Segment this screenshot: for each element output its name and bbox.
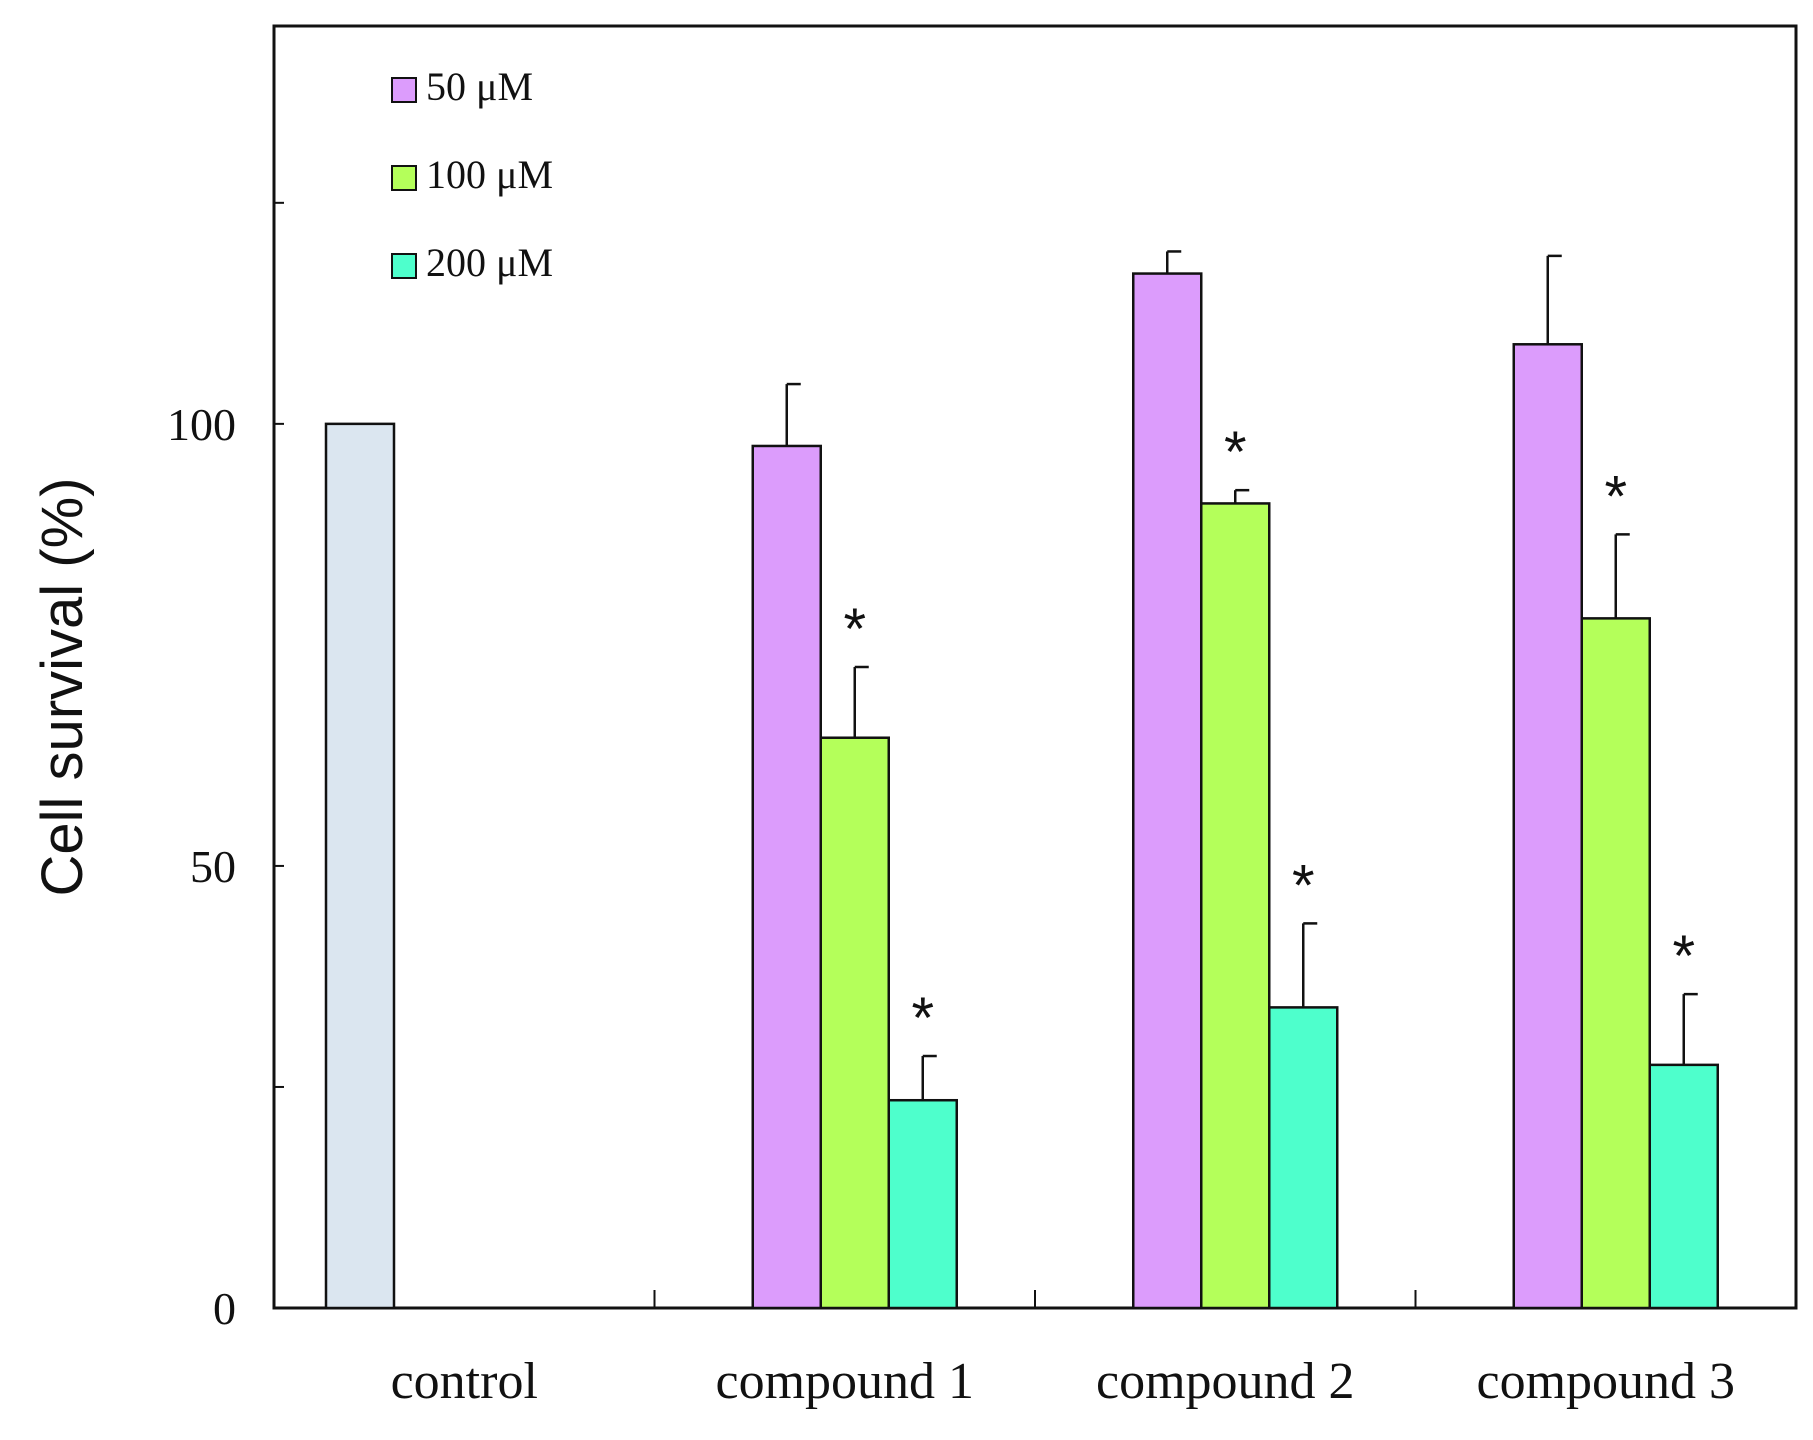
y-axis-label: Cell survival (%) [30, 478, 95, 897]
y-tick-label: 0 [213, 1283, 236, 1334]
x-category-label: compound 1 [715, 1353, 974, 1410]
legend-swatch [391, 253, 417, 279]
y-axis: 0 50 100 [167, 201, 284, 1334]
bar-50μM-compound-3 [1512, 343, 1583, 1310]
significance-star: * [1224, 420, 1247, 485]
y-tick-label: 50 [190, 841, 236, 892]
legend-swatch [391, 77, 417, 103]
significance-star: * [911, 986, 934, 1051]
bar-50μM-compound-2 [1132, 272, 1203, 1310]
bar-control [324, 422, 396, 1310]
legend-label: 200 μM [426, 240, 553, 285]
legend-swatch [391, 165, 417, 191]
bar-100μM-compound-2 [1200, 502, 1271, 1310]
bar-200μM-compound-1 [887, 1098, 958, 1310]
significance-star: * [1672, 924, 1695, 989]
significance-star: * [843, 597, 866, 662]
bar-100μM-compound-3 [1580, 617, 1651, 1310]
bar-200μM-compound-2 [1268, 1006, 1339, 1310]
x-category-label: control [391, 1353, 538, 1410]
significance-star: * [1604, 464, 1627, 529]
x-axis: control compound 1 compound 2 compound 3 [391, 1290, 1735, 1410]
bars-group [324, 272, 1719, 1310]
significance-star: * [1292, 853, 1315, 918]
error-bars-group [785, 250, 1698, 1101]
legend: 50 μM 100 μM 200 μM [391, 64, 553, 285]
x-category-label: compound 3 [1476, 1353, 1735, 1410]
x-category-label: compound 2 [1096, 1353, 1355, 1410]
legend-label: 100 μM [426, 152, 553, 197]
bar-50μM-compound-1 [751, 444, 822, 1310]
bar-200μM-compound-3 [1648, 1063, 1719, 1310]
legend-label: 50 μM [426, 64, 533, 109]
bar-100μM-compound-1 [819, 736, 890, 1310]
significance-markers-group: * * * * * * [843, 420, 1695, 1051]
y-tick-label: 100 [167, 399, 236, 450]
